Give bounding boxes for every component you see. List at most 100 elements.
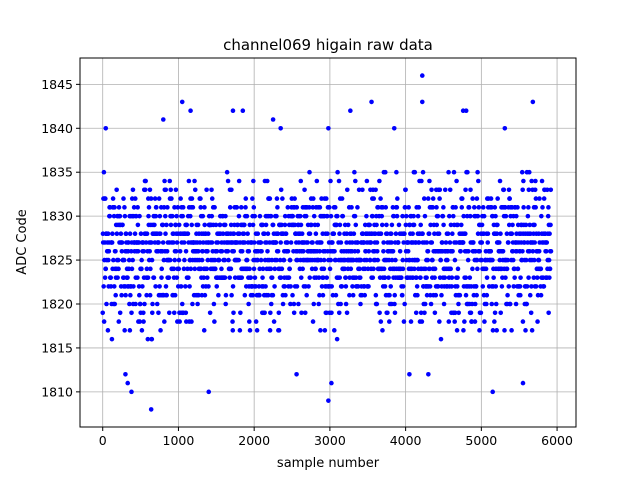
data-point <box>130 187 136 193</box>
y-axis-label: ADC Code <box>15 209 30 274</box>
data-point <box>183 248 189 254</box>
data-point <box>127 231 133 237</box>
data-point <box>306 284 311 289</box>
data-point <box>389 240 394 245</box>
data-point <box>459 196 465 201</box>
data-point <box>353 178 358 184</box>
data-point <box>435 213 441 219</box>
data-point <box>470 196 475 201</box>
data-point <box>541 196 547 201</box>
data-point <box>505 240 511 245</box>
data-point <box>173 248 179 254</box>
data-point <box>321 266 327 272</box>
data-point <box>387 292 392 298</box>
data-point <box>498 231 503 237</box>
data-point <box>303 213 309 219</box>
data-point <box>279 222 284 228</box>
data-point <box>400 284 406 289</box>
data-point <box>309 266 315 272</box>
data-point <box>415 292 420 298</box>
data-point <box>531 275 537 280</box>
data-point <box>527 292 533 298</box>
data-point <box>157 213 163 219</box>
data-point <box>454 284 460 289</box>
data-point <box>424 275 429 280</box>
data-point <box>283 231 289 237</box>
data-point <box>288 240 294 245</box>
data-point <box>239 275 245 280</box>
data-point <box>301 248 306 254</box>
data-point <box>364 178 370 184</box>
data-point <box>463 275 469 280</box>
data-point <box>523 328 528 333</box>
data-point <box>541 284 547 289</box>
data-point <box>452 257 458 263</box>
data-point <box>386 275 391 280</box>
data-point <box>181 240 187 245</box>
data-point <box>509 328 514 333</box>
data-point <box>123 231 129 237</box>
data-point <box>242 292 248 298</box>
data-point <box>452 319 457 324</box>
data-point <box>125 380 131 386</box>
data-point <box>395 196 400 201</box>
data-point <box>418 310 424 316</box>
data-point <box>411 213 416 219</box>
data-point <box>421 196 427 201</box>
data-point <box>443 240 449 245</box>
plot-frame <box>79 57 577 428</box>
y-tick-label: 1845 <box>41 77 73 92</box>
data-point <box>281 257 287 263</box>
data-point <box>518 292 523 298</box>
data-point <box>481 213 487 219</box>
data-point <box>399 275 404 280</box>
data-point <box>122 328 127 333</box>
data-point <box>450 248 455 254</box>
data-point <box>377 310 382 316</box>
data-point <box>540 205 545 210</box>
x-axis-ticks: 0 1000 2000 3000 4000 5000 6000 <box>99 427 573 448</box>
data-point <box>222 222 228 228</box>
data-point <box>159 275 164 280</box>
data-point <box>204 266 210 272</box>
data-point <box>326 398 331 403</box>
data-point <box>130 257 135 263</box>
data-point <box>401 319 407 324</box>
data-point <box>267 328 273 333</box>
data-point <box>237 328 243 333</box>
data-point <box>450 213 456 219</box>
data-point <box>198 196 203 201</box>
data-point <box>127 328 133 333</box>
data-point <box>246 301 251 307</box>
data-point <box>545 213 551 219</box>
data-point <box>422 213 428 219</box>
data-point <box>257 266 263 272</box>
data-point <box>328 213 334 219</box>
data-point <box>371 196 377 201</box>
data-point <box>418 275 423 280</box>
data-point <box>219 266 224 272</box>
data-point <box>530 99 536 105</box>
data-point <box>344 240 349 245</box>
data-point <box>122 213 128 219</box>
data-point <box>275 231 281 237</box>
data-point <box>316 301 322 307</box>
data-point <box>533 196 539 201</box>
data-point <box>505 257 511 263</box>
data-point <box>463 292 469 298</box>
data-point <box>264 178 270 184</box>
data-point <box>229 292 234 298</box>
data-point <box>170 213 175 219</box>
data-point <box>125 275 130 280</box>
data-point <box>212 205 217 210</box>
data-point <box>149 240 154 245</box>
data-point <box>253 319 259 324</box>
data-point <box>141 248 147 254</box>
data-point <box>448 266 453 272</box>
y-tick-label: 1830 <box>41 209 73 224</box>
data-point <box>148 407 154 412</box>
data-point <box>116 257 121 263</box>
data-point <box>307 169 312 175</box>
data-point <box>202 292 208 298</box>
data-point <box>327 266 333 272</box>
